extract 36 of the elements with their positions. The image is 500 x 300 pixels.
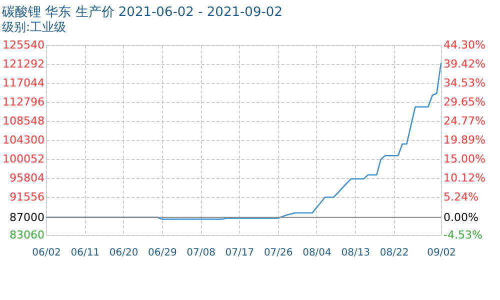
y-tick-label: 91556 <box>10 190 44 204</box>
y2-tick-label: 10.12% <box>444 171 486 184</box>
y-tick-label: 100052 <box>2 152 44 166</box>
y-tick-label: 121292 <box>2 58 44 70</box>
y2-tick-label: 0.00% <box>444 210 478 224</box>
y-tick-label: 95804 <box>10 172 44 184</box>
y-tick-label: 125540 <box>2 38 44 52</box>
y2-tick-label: 19.89% <box>444 133 486 146</box>
chart-subtitle: 级别:工业级 <box>2 20 66 34</box>
y-tick-label: 104300 <box>2 134 44 146</box>
y-tick-label: 87000 <box>10 210 44 224</box>
y2-tick-label: 34.53% <box>444 76 486 90</box>
x-tick-label: 07/26 <box>264 248 293 258</box>
x-tick-label: 08/22 <box>380 248 409 258</box>
y2-tick-label: 39.42% <box>444 57 486 70</box>
x-tick-label: 09/02 <box>427 248 456 258</box>
x-tick-label: 07/17 <box>225 248 254 258</box>
y2-tick-label: 15.00% <box>444 152 486 166</box>
y-tick-label: 117044 <box>2 76 44 90</box>
y2-tick-label: 24.77% <box>444 114 486 128</box>
y2-tick-label: 29.65% <box>444 96 486 109</box>
y-tick-label: 108548 <box>2 114 44 128</box>
y-tick-label: 112796 <box>2 96 44 108</box>
x-tick-label: 06/20 <box>109 248 138 258</box>
y2-tick-label: 5.24% <box>444 190 478 204</box>
y2-tick-label: 44.30% <box>444 38 486 52</box>
y2-tick-label: -4.53% <box>444 228 482 242</box>
y-tick-label: 83060 <box>10 228 44 242</box>
x-tick-label: 08/04 <box>302 248 332 258</box>
x-tick-label: 06/02 <box>32 248 61 258</box>
x-tick-label: 08/13 <box>341 248 370 258</box>
x-tick-label: 06/11 <box>70 248 100 258</box>
x-tick-label: 07/08 <box>186 248 216 258</box>
chart-title: 碳酸锂 华东 生产价 2021-06-02 - 2021-09-02 <box>1 5 282 20</box>
line-series <box>45 62 442 220</box>
x-tick-label: 06/29 <box>148 248 177 258</box>
